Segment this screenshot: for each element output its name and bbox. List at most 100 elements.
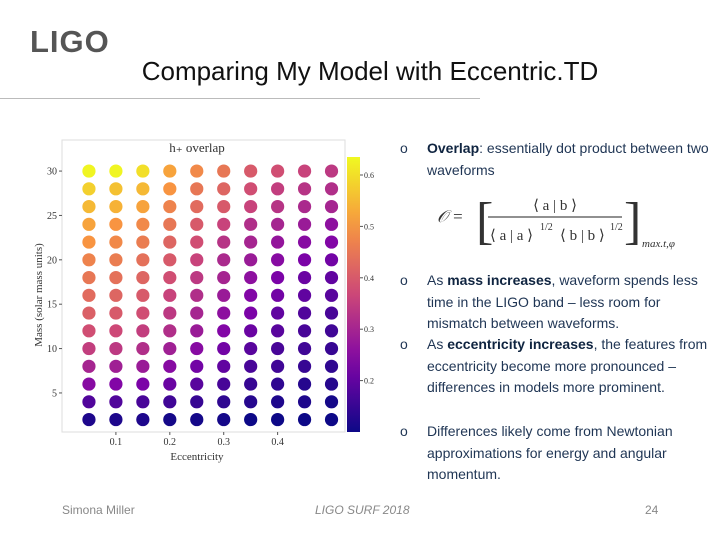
dot xyxy=(244,395,258,409)
eq-exp: 1/2 xyxy=(610,222,623,233)
dot xyxy=(217,341,231,356)
dot xyxy=(190,288,204,302)
x-tick-label: 0.3 xyxy=(217,437,230,448)
dot xyxy=(109,377,123,391)
bullet-text: As eccentricity increases, the features … xyxy=(427,334,712,399)
dot xyxy=(297,412,312,427)
dot xyxy=(163,253,177,267)
bullet: o Overlap: essentially dot product betwee… xyxy=(400,138,712,181)
dot xyxy=(82,412,96,427)
dot xyxy=(271,235,285,249)
dot xyxy=(297,341,312,356)
dot xyxy=(136,324,150,338)
bullet-text-part: , waveform spends less time in the LIGO … xyxy=(427,272,698,331)
dot xyxy=(271,412,285,427)
dot xyxy=(244,324,258,338)
dot xyxy=(136,359,150,373)
dot xyxy=(297,324,312,338)
dot xyxy=(109,164,123,178)
bullet: o As mass increases, waveform spends less… xyxy=(400,270,712,335)
dot xyxy=(109,235,123,249)
dot xyxy=(217,288,231,302)
dot xyxy=(109,395,123,409)
dot xyxy=(244,412,258,427)
dot xyxy=(190,217,204,231)
dot xyxy=(324,199,339,214)
slide-title: Comparing My Model with Eccentric.TD xyxy=(141,56,599,86)
dot xyxy=(82,395,96,409)
bullet-marker: o xyxy=(400,140,408,156)
dot xyxy=(109,288,123,302)
dot xyxy=(136,288,150,302)
dot xyxy=(109,270,123,285)
dot xyxy=(82,235,96,249)
dot xyxy=(136,395,150,409)
dot xyxy=(244,270,258,285)
dot xyxy=(297,395,312,409)
dot xyxy=(109,341,123,356)
dot xyxy=(217,359,231,373)
dot xyxy=(190,324,204,338)
dot xyxy=(163,270,177,285)
dot xyxy=(271,288,285,302)
dot xyxy=(82,182,96,196)
dot xyxy=(217,217,231,231)
dot xyxy=(297,164,312,178)
dot xyxy=(109,324,123,338)
dot xyxy=(324,182,339,196)
dot xyxy=(82,199,96,214)
dot xyxy=(109,253,123,267)
x-axis-label: Eccentricity xyxy=(170,451,224,463)
y-axis-label: Mass (solar mass units) xyxy=(33,243,45,347)
dot xyxy=(136,217,150,231)
bullet-text-part: Differences likely come from Newtonian a… xyxy=(427,423,673,482)
dot xyxy=(217,324,231,338)
dot xyxy=(297,253,312,267)
dot xyxy=(244,164,258,178)
dot xyxy=(163,395,177,409)
dot xyxy=(244,199,258,214)
footer-author: Simona Miller xyxy=(62,503,135,517)
eq-lhs: 𝒪 = xyxy=(437,207,463,226)
bullet-marker: o xyxy=(400,336,408,352)
dot xyxy=(136,412,150,427)
bullet-text: Overlap: essentially dot product between… xyxy=(427,138,712,181)
dot xyxy=(297,359,312,373)
x-tick-label: 0.1 xyxy=(110,437,123,448)
dot xyxy=(82,341,96,356)
dot xyxy=(163,235,177,249)
dot xyxy=(297,235,312,249)
dot xyxy=(163,164,177,178)
dot xyxy=(324,288,339,302)
dot xyxy=(136,306,150,320)
bullet: o As eccentricity increases, the features… xyxy=(400,334,712,399)
dot xyxy=(244,235,258,249)
dot xyxy=(163,341,177,356)
bullet-text-part: As xyxy=(427,272,448,288)
dot xyxy=(271,253,285,267)
dot xyxy=(244,217,258,231)
dot xyxy=(136,377,150,391)
dot xyxy=(217,199,231,214)
dot xyxy=(190,182,204,196)
dot xyxy=(217,412,231,427)
dot xyxy=(324,235,339,249)
eq-numerator: ⟨ a | b ⟩ xyxy=(533,198,577,214)
bullet-text-part: As xyxy=(427,336,448,352)
dot xyxy=(82,306,96,320)
dot xyxy=(136,182,150,196)
y-tick-label: 5 xyxy=(52,388,57,399)
dot xyxy=(82,324,96,338)
dot xyxy=(324,253,339,267)
dot xyxy=(271,377,285,391)
dot xyxy=(109,412,123,427)
dot xyxy=(271,341,285,356)
dot xyxy=(109,199,123,214)
dot xyxy=(82,217,96,231)
dot xyxy=(244,377,258,391)
dot xyxy=(324,395,339,409)
dot xyxy=(136,199,150,214)
dot xyxy=(324,377,339,391)
